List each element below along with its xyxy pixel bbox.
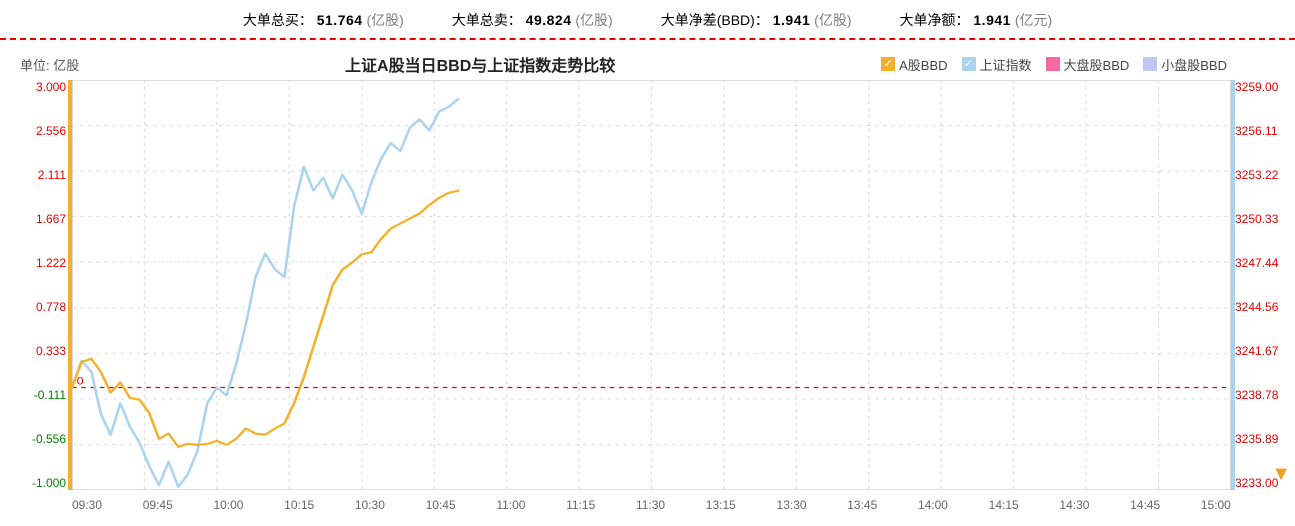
- x-tick: 13:45: [847, 498, 877, 512]
- x-tick: 14:00: [918, 498, 948, 512]
- stat-value: 51.764: [317, 12, 363, 28]
- x-axis: 09:30 09:45 10:00 10:15 10:30 10:45 11:00 11:15…: [72, 498, 1231, 512]
- x-tick: 10:00: [213, 498, 243, 512]
- legend-label: A股BBD: [899, 55, 947, 74]
- stat-label: 大单总买：: [243, 12, 313, 28]
- y-left-tick: 0.778: [12, 300, 66, 314]
- chart-container: 单位: 亿股 上证A股当日BBD与上证指数走势比较 A股BBD 上证指数 大盘股BB…: [0, 40, 1295, 490]
- chart-legend: A股BBD 上证指数 大盘股BBD 小盘股BBD: [881, 55, 1227, 74]
- stat-unit: (亿股): [366, 12, 403, 28]
- legend-swatch: [962, 57, 976, 71]
- x-tick: 13:15: [706, 498, 736, 512]
- x-tick: 13:30: [777, 498, 807, 512]
- x-tick: 14:15: [989, 498, 1019, 512]
- stat-value: 49.824: [526, 12, 572, 28]
- x-tick: 14:30: [1059, 498, 1089, 512]
- y-left-tick: -0.111: [12, 388, 66, 402]
- y-left-tick: 2.556: [12, 124, 66, 138]
- stat-unit: (亿股): [575, 12, 612, 28]
- plot-area: 3.0002.5562.1111.6671.2220.7780.333-0.11…: [72, 80, 1231, 490]
- stat-unit: (亿元): [1015, 12, 1052, 28]
- y-left-tick: 0.333: [12, 344, 66, 358]
- legend-swatch: [1046, 57, 1060, 71]
- y-right-tick: 3238.78: [1235, 388, 1285, 402]
- legend-label: 大盘股BBD: [1064, 55, 1130, 74]
- legend-item[interactable]: 上证指数: [962, 55, 1032, 74]
- x-tick: 11:30: [636, 498, 665, 512]
- stat-amt: 大单净额： 1.941 (亿元): [900, 10, 1053, 30]
- y-left-tick: -1.000: [12, 476, 66, 490]
- stat-buy: 大单总买： 51.764 (亿股): [243, 10, 404, 30]
- stat-label: 大单净差(BBD)：: [661, 12, 769, 28]
- x-tick: 09:30: [72, 498, 102, 512]
- chart-title: 上证A股当日BBD与上证指数走势比较: [79, 52, 881, 76]
- chart-svg: 0: [72, 80, 1231, 490]
- chart-header: 单位: 亿股 上证A股当日BBD与上证指数走势比较 A股BBD 上证指数 大盘股BB…: [8, 52, 1287, 80]
- x-tick: 11:15: [566, 498, 595, 512]
- stats-bar: 大单总买： 51.764 (亿股) 大单总卖： 49.824 (亿股) 大单净差…: [0, 0, 1295, 40]
- x-tick: 15:00: [1201, 498, 1231, 512]
- legend-swatch: [1143, 57, 1157, 71]
- y-right-tick: 3253.22: [1235, 168, 1285, 182]
- legend-item[interactable]: 小盘股BBD: [1143, 55, 1227, 74]
- stat-diff: 大单净差(BBD)： 1.941 (亿股): [661, 10, 852, 30]
- x-tick: 11:00: [496, 498, 525, 512]
- y-right-tick: 3241.67: [1235, 344, 1285, 358]
- svg-text:0: 0: [77, 374, 84, 387]
- y-right-tick: 3250.33: [1235, 212, 1285, 226]
- stat-label: 大单净额：: [900, 12, 970, 28]
- legend-label: 上证指数: [980, 55, 1032, 74]
- expand-down-icon[interactable]: ▼: [1271, 463, 1291, 486]
- legend-item[interactable]: 大盘股BBD: [1046, 55, 1130, 74]
- stat-unit: (亿股): [814, 12, 851, 28]
- y-right-tick: 3259.00: [1235, 80, 1285, 94]
- y-left-tick: 1.222: [12, 256, 66, 270]
- x-tick: 14:45: [1130, 498, 1160, 512]
- stat-value: 1.941: [973, 12, 1011, 28]
- stat-sell: 大单总卖： 49.824 (亿股): [452, 10, 613, 30]
- legend-item[interactable]: A股BBD: [881, 55, 947, 74]
- stat-label: 大单总卖：: [452, 12, 522, 28]
- y-unit-label: 单位: 亿股: [20, 55, 79, 74]
- y-axis-right: 3259.00 3256.11 3253.22 3250.33 3247.44 3244.…: [1235, 80, 1285, 490]
- y-right-tick: 3256.11: [1235, 124, 1285, 138]
- x-tick: 10:30: [355, 498, 385, 512]
- y-left-tick: -0.556: [12, 432, 66, 446]
- y-axis-left: 3.000 2.556 2.111 1.667 1.222 0.778 0.333 -0.11…: [12, 80, 66, 490]
- y-left-tick: 2.111: [12, 168, 66, 182]
- y-left-tick: 1.667: [12, 212, 66, 226]
- x-tick: 09:45: [143, 498, 173, 512]
- y-right-tick: 3247.44: [1235, 256, 1285, 270]
- y-left-tick: 3.000: [12, 80, 66, 94]
- x-tick: 10:45: [426, 498, 456, 512]
- legend-swatch: [881, 57, 895, 71]
- legend-label: 小盘股BBD: [1161, 55, 1227, 74]
- stat-value: 1.941: [773, 12, 811, 28]
- y-right-tick: 3235.89: [1235, 432, 1285, 446]
- y-right-tick: 3244.56: [1235, 300, 1285, 314]
- x-tick: 10:15: [284, 498, 314, 512]
